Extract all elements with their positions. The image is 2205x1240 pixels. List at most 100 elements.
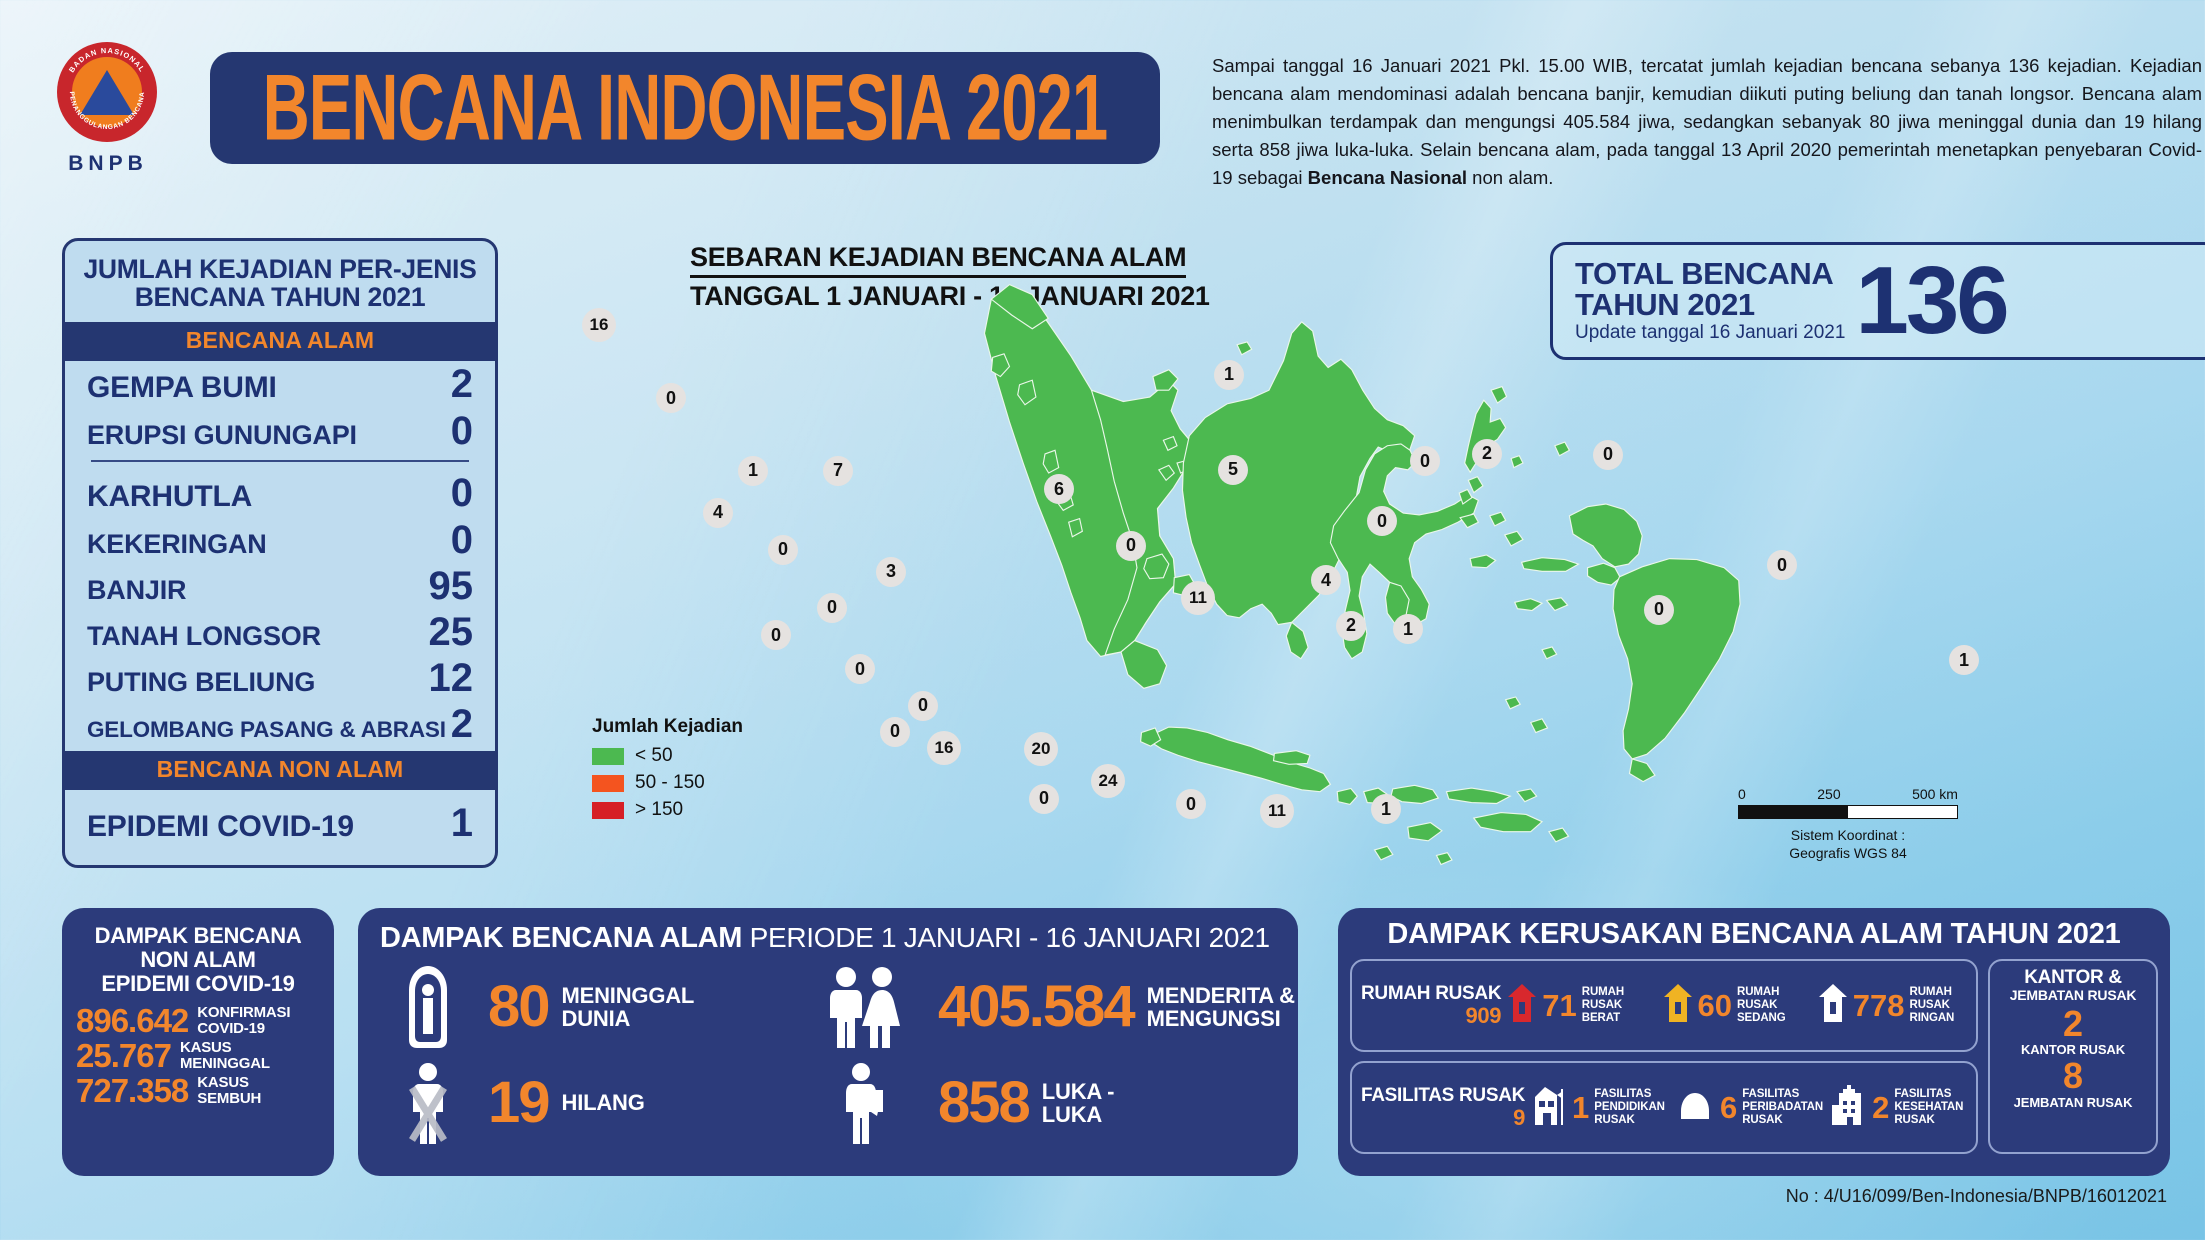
total-disasters-value: 136 (1855, 246, 2009, 354)
covid-label-line2: COVID-19 (197, 1019, 265, 1037)
legend-item: > 150 (592, 799, 743, 821)
incidents-panel-title-line1: JUMLAH KEJADIAN PER-JENIS (83, 254, 477, 284)
covid-title-line2: NON ALAM (140, 946, 256, 972)
house-heavy-value: 71 (1542, 988, 1577, 1023)
hospital-icon (1829, 1083, 1867, 1132)
office-value: 2 (2062, 1002, 2084, 1044)
row-label: KEKERINGAN (87, 528, 267, 559)
band-natural-disaster: BENCANA ALAM (65, 321, 495, 361)
incidents-panel-title-line2: BENCANA TAHUN 2021 (134, 282, 426, 313)
covid-label: KASUS MENINGGAL (180, 1040, 270, 1072)
intro-text: Sampai tanggal 16 Januari 2021 Pkl. 15.0… (1212, 55, 2202, 189)
hospital-label: FASILITAS KESEHATAN RUSAK (1894, 1088, 1963, 1127)
page-title: BENCANA INDONESIA 2021 (210, 52, 1160, 164)
intro-paragraph: Sampai tanggal 16 Januari 2021 Pkl. 15.0… (1212, 52, 2202, 193)
intro-tail: non alam. (1467, 167, 1554, 189)
table-row: PUTING BELIUNG 12 (87, 655, 473, 701)
natural-disaster-rows: GEMPA BUMI 2 ERUPSI GUNUNGAPI 0 KARHUTLA… (65, 361, 495, 751)
legend-item: < 50 (592, 745, 743, 767)
missing-person-icon (368, 1057, 488, 1149)
covid-value: 727.358 (76, 1072, 189, 1110)
hospital-value: 2 (1872, 1090, 1890, 1125)
covid-label-line1: KASUS (179, 1039, 232, 1056)
row-label: KARHUTLA (87, 479, 253, 513)
map-marker: 16 (927, 731, 961, 766)
house-light-item: 778 RUMAH RUSAK RINGAN (1818, 982, 1967, 1029)
table-row: KEKERINGAN 0 (87, 517, 473, 563)
map-marker: 0 (656, 383, 686, 414)
indonesia-map: SEBARAN KEJADIAN BENCANA ALAM TANGGAL 1 … (520, 240, 2200, 900)
coffin-icon (368, 961, 488, 1053)
list-item: 25.767 KASUS MENINGGAL (62, 1038, 334, 1073)
total-box-line2: TAHUN 2021 (1575, 286, 1755, 322)
missing-cell: 19 HILANG (488, 1070, 788, 1136)
missing-label-line1: HILANG (561, 1090, 645, 1116)
missing-value: 19 (488, 1070, 550, 1136)
covid-label: KASUS SEMBUH (197, 1075, 261, 1107)
impact-grid: 80 MENINGGAL DUNIA 405.584 MENDERITA & M… (358, 961, 1298, 1149)
map-marker: 1 (1393, 614, 1423, 645)
bridge-value: 8 (2062, 1055, 2084, 1097)
map-marker: 1 (1371, 794, 1401, 825)
legend-label: > 150 (635, 799, 684, 820)
covid-title-line3: EPIDEMI COVID-19 (101, 970, 295, 996)
scale-segment-empty (1848, 806, 1957, 818)
map-marker: 11 (1181, 581, 1215, 616)
scale-tick-0: 0 (1738, 786, 1746, 802)
hospital-label-line1: FASILITAS (1894, 1088, 1952, 1101)
legend-label: 50 - 150 (635, 772, 705, 793)
covid-label-line2: SEMBUH (197, 1089, 262, 1107)
legend-label: < 50 (635, 745, 673, 766)
map-marker: 4 (703, 497, 733, 528)
covid-impact-panel: DAMPAK BENCANA NON ALAM EPIDEMI COVID-19… (62, 908, 334, 1176)
damage-left-column: RUMAH RUSAK 909 71 RUMAH RUSAK BERAT 60 … (1350, 959, 1978, 1154)
map-marker: 5 (1218, 454, 1248, 485)
total-disasters-box: TOTAL BENCANA TAHUN 2021 Update tanggal … (1550, 242, 2205, 360)
legend-title: Jumlah Kejadian (592, 716, 743, 737)
covid-label-line1: KASUS (197, 1074, 249, 1091)
people-pair-icon (788, 961, 938, 1053)
table-row: ERUPSI GUNUNGAPI 0 (87, 408, 473, 454)
logo-ring-text: BADAN NASIONAL PENANGGULANGAN BENCANA (67, 46, 147, 131)
deaths-value: 80 (488, 974, 550, 1040)
page-title-text: BENCANA INDONESIA 2021 (262, 55, 1109, 161)
hospital-label-line3: RUSAK (1894, 1113, 1935, 1126)
coordinate-line2: Geografis WGS 84 (1789, 844, 1907, 861)
displaced-label-line2: MENGUNGSI (1146, 1006, 1281, 1031)
impact-title-rest: PERIODE 1 JANUARI - 16 JANUARI 2021 (742, 922, 1270, 953)
row-label: PUTING BELIUNG (87, 666, 316, 697)
mosque-label-line1: FASILITAS (1742, 1088, 1800, 1101)
facilities-head: FASILITAS RUSAK 9 (1361, 1084, 1526, 1130)
list-item: 896.642 KONFIRMASI COVID-19 (62, 1003, 334, 1038)
facilities-head-label: FASILITAS RUSAK (1361, 1084, 1526, 1106)
map-title-line1: SEBARAN KEJADIAN BENCANA ALAM (690, 242, 1187, 278)
house-medium-item: 60 RUMAH RUSAK SEDANG (1663, 982, 1812, 1029)
scale-bar-graphic (1738, 805, 1958, 819)
map-marker: 3 (876, 556, 906, 587)
facilities-total: 9 (1513, 1104, 1526, 1130)
hospital-label-line2: KESEHATAN (1894, 1101, 1964, 1114)
map-legend: Jumlah Kejadian < 50 50 - 150 > 150 (592, 716, 743, 826)
injured-person-icon (788, 1057, 938, 1149)
mosque-item: 6 FASILITAS PERIBADATAN RUSAK (1675, 1085, 1823, 1130)
row-value: 0 (450, 517, 473, 562)
facilities-damage-card: FASILITAS RUSAK 9 1 FASILITAS PENDIDIKAN… (1350, 1061, 1978, 1154)
row-label: BANJIR (87, 574, 187, 605)
row-value: 25 (428, 609, 474, 654)
table-row: GELOMBANG PASANG & ABRASI 2 (87, 701, 473, 747)
svg-text:BADAN NASIONAL: BADAN NASIONAL (67, 46, 147, 74)
house-medium-label: RUMAH RUSAK SEDANG (1736, 986, 1786, 1024)
map-marker: 1 (738, 455, 768, 486)
incidents-panel-title: JUMLAH KEJADIAN PER-JENIS BENCANA TAHUN … (65, 241, 495, 322)
map-landmass (983, 283, 1741, 866)
house-heavy-icon (1507, 982, 1537, 1029)
school-label-line3: RUSAK (1594, 1113, 1635, 1126)
non-natural-disaster-rows: EPIDEMI COVID-19 1 (65, 790, 495, 847)
displaced-label-line1: MENDERITA & (1146, 982, 1295, 1008)
school-label-line1: FASILITAS (1594, 1088, 1652, 1101)
row-value: 95 (428, 563, 474, 608)
table-row: KARHUTLA 0 (87, 470, 473, 517)
total-box-line1: TOTAL BENCANA (1575, 255, 1834, 291)
map-marker: 6 (1044, 474, 1074, 505)
table-row: BANJIR 95 (87, 563, 473, 609)
